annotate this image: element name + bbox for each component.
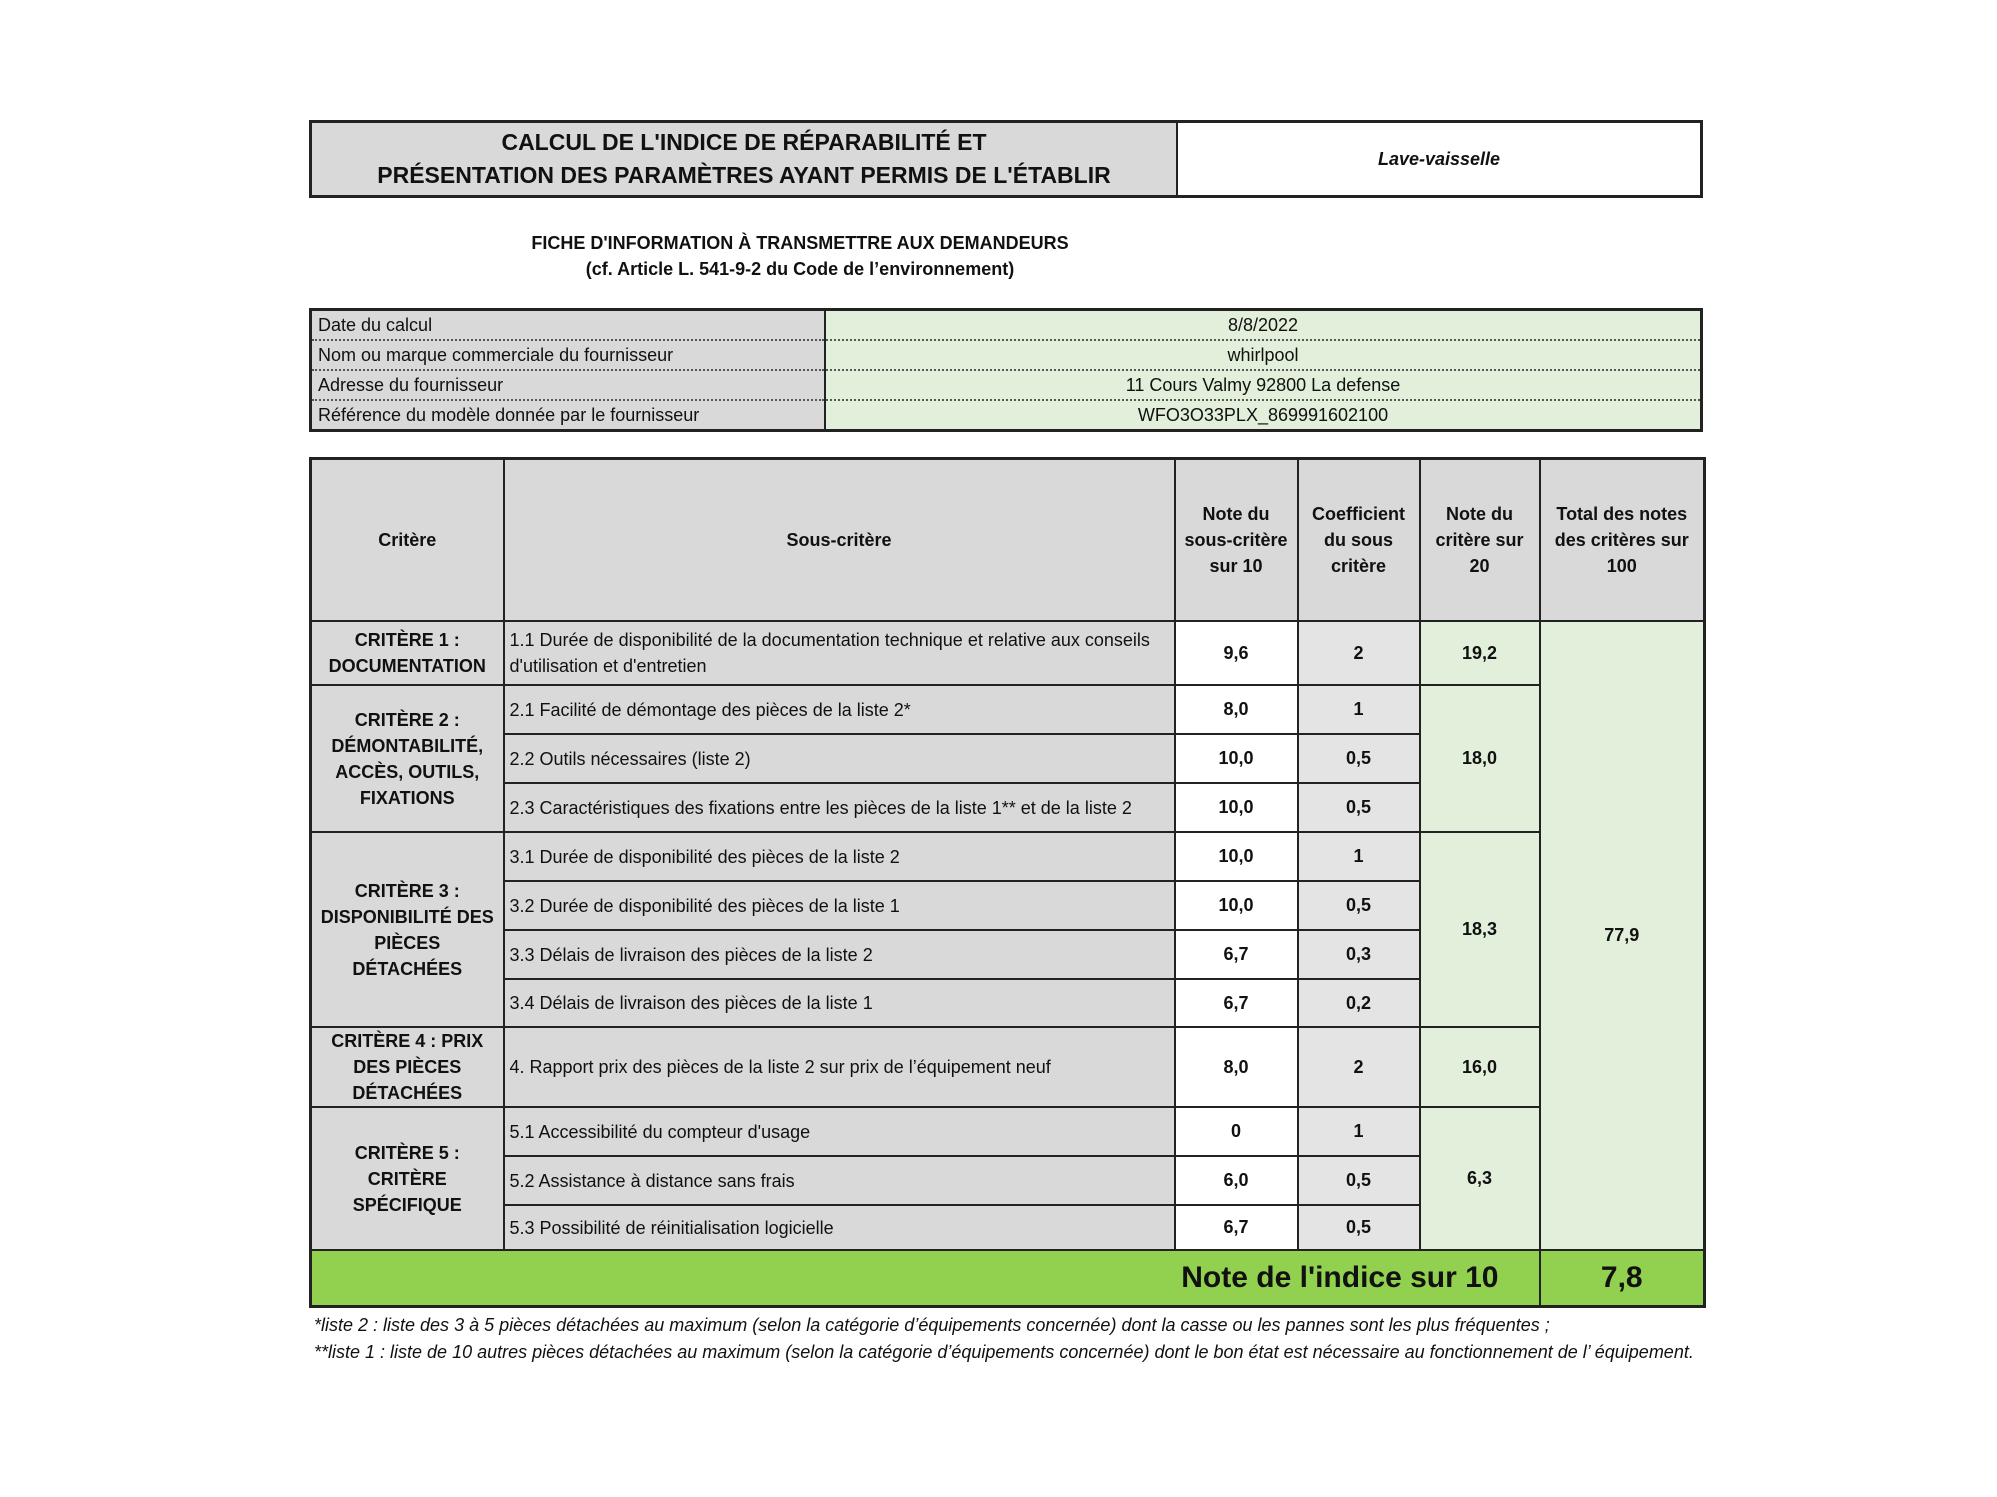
- sub-criterion-score: 8,0: [1173, 1026, 1299, 1108]
- total-score: 77,9: [1538, 620, 1706, 1251]
- info-value: 8/8/2022: [825, 309, 1702, 341]
- sub-criterion-coefficient: 0,5: [1296, 733, 1421, 784]
- sub-criterion-label: 5.2 Assistance à distance sans frais: [502, 1155, 1176, 1206]
- sub-criterion-score: 6,7: [1173, 1204, 1299, 1251]
- column-header: Note du critère sur 20: [1418, 457, 1541, 622]
- sub-criterion-score: 8,0: [1173, 684, 1299, 735]
- final-score-row: Note de l'indice sur 10 7,8: [309, 1249, 1706, 1308]
- sub-criterion-coefficient: 2: [1296, 620, 1421, 686]
- sub-criterion-coefficient: 0,5: [1296, 1204, 1421, 1251]
- info-value: 11 Cours Valmy 92800 La defense: [825, 370, 1702, 401]
- info-row: Nom ou marque commerciale du fournisseur…: [310, 340, 1702, 371]
- table-row: CRITÈRE 4 : PRIX DES PIÈCES DÉTACHÉES 4. …: [309, 1026, 1705, 1108]
- sub-criterion-coefficient: 1: [1296, 684, 1421, 735]
- info-table: Date du calcul 8/8/2022 Nom ou marque comm…: [309, 308, 1703, 432]
- sub-criterion-label: 1.1 Durée de disponibilité de la documen…: [502, 620, 1176, 686]
- sub-criterion-label: 4. Rapport prix des pièces de la liste 2…: [502, 1026, 1176, 1108]
- criterion-name: CRITÈRE 4 : PRIX DES PIÈCES DÉTACHÉES: [309, 1026, 505, 1108]
- sub-criterion-coefficient: 0,5: [1296, 1155, 1421, 1206]
- sub-criterion-score: 10,0: [1173, 831, 1299, 882]
- sub-criterion-score: 9,6: [1173, 620, 1299, 686]
- sub-criterion-coefficient: 2: [1296, 1026, 1421, 1108]
- table-row: 2.3 Caractéristiques des fixations entre…: [311, 782, 1705, 833]
- table-row: 2.2 Outils nécessaires (liste 2) 10,0 0,5: [311, 733, 1705, 784]
- table-row: 3.2 Durée de disponibilité des pièces de…: [311, 880, 1705, 931]
- sub-criterion-label: 5.3 Possibilité de réinitialisation logi…: [502, 1204, 1176, 1251]
- table-row: CRITÈRE 5 : CRITÈRE SPÉCIFIQUE 5.1 Access…: [309, 1106, 1705, 1251]
- sub-criterion-coefficient: 1: [1296, 1106, 1421, 1157]
- final-score-label: Note de l'indice sur 10: [309, 1249, 1541, 1308]
- sub-criterion-score: 0: [1173, 1106, 1299, 1157]
- table-row: 3.4 Délais de livraison des pièces de la…: [311, 978, 1705, 1028]
- footnote-liste-1: **liste 1 : liste de 10 autres pièces dé…: [314, 1341, 1694, 1362]
- table-row: 5.2 Assistance à distance sans frais 6,0 0…: [311, 1155, 1705, 1206]
- criterion-name: CRITÈRE 5 : CRITÈRE SPÉCIFIQUE: [309, 1106, 505, 1251]
- footnote-liste-2: *liste 2 : liste des 3 à 5 pièces détach…: [314, 1315, 1550, 1335]
- sub-criterion-label: 3.3 Délais de livraison des pièces de la…: [502, 929, 1176, 980]
- column-header: Sous-critère: [502, 457, 1176, 622]
- criterion-score: 16,0: [1418, 1026, 1541, 1108]
- table-row: CRITÈRE 3 : DISPONIBILITÉ DES PIÈCES DÉT…: [309, 831, 1705, 1028]
- info-row: Adresse du fournisseur 11 Cours Valmy 928…: [310, 370, 1702, 401]
- table-row: CRITÈRE 1 : DOCUMENTATION 1.1 Durée de di…: [309, 620, 1706, 1251]
- sub-criterion-label: 3.2 Durée de disponibilité des pièces de…: [502, 880, 1176, 931]
- table-row: 5.3 Possibilité de réinitialisation logi…: [311, 1204, 1705, 1251]
- sub-criterion-score: 10,0: [1173, 782, 1299, 833]
- column-header: Total des notes des critères sur 100: [1538, 457, 1706, 622]
- title-line-2: PRÉSENTATION DES PARAMÈTRES AYANT PERMIS…: [377, 162, 1111, 188]
- criterion-score: 18,0: [1418, 684, 1541, 833]
- repairability-table: Critère Sous-critère Note du sous-critère …: [309, 457, 1706, 1308]
- product-category: Lave-vaisselle: [1377, 148, 1501, 169]
- sub-criterion-coefficient: 0,3: [1296, 929, 1421, 980]
- fiche-line-2: (cf. Article L. 541-9-2 du Code de l’env…: [585, 259, 1015, 279]
- info-label: Référence du modèle donnée par le fourni…: [310, 400, 826, 431]
- table-row: 3.3 Délais de livraison des pièces de la…: [311, 929, 1705, 980]
- criterion-name: CRITÈRE 1 : DOCUMENTATION: [309, 620, 505, 686]
- footnotes: *liste 2 : liste des 3 à 5 pièces détach…: [314, 1312, 1704, 1365]
- sub-criterion-coefficient: 0,2: [1296, 978, 1421, 1028]
- info-value: WFO3O33PLX_869991602100: [825, 400, 1702, 431]
- sub-criterion-label: 2.3 Caractéristiques des fixations entre…: [502, 782, 1176, 833]
- criterion-score: 18,3: [1418, 831, 1541, 1028]
- info-value: whirlpool: [825, 340, 1702, 371]
- column-header: Critère: [309, 457, 505, 622]
- document-title: CALCUL DE L'INDICE DE RÉPARABILITÉ ET PR…: [312, 123, 1178, 195]
- fiche-line-1: FICHE D'INFORMATION À TRANSMETTRE AUX DE…: [531, 233, 1069, 253]
- info-row: Référence du modèle donnée par le fourni…: [310, 400, 1702, 431]
- criterion-score: 19,2: [1418, 620, 1541, 686]
- table-row: CRITÈRE 2 : DÉMONTABILITÉ, ACCÈS, OUTILS…: [309, 684, 1705, 833]
- header-row: Critère Sous-critère Note du sous-critère …: [309, 457, 1706, 622]
- final-score-value: 7,8: [1538, 1249, 1706, 1308]
- criterion-score: 6,3: [1418, 1106, 1541, 1251]
- title-line-1: CALCUL DE L'INDICE DE RÉPARABILITÉ ET: [501, 129, 987, 155]
- info-label: Date du calcul: [310, 309, 826, 341]
- sub-criterion-coefficient: 0,5: [1296, 782, 1421, 833]
- info-label: Adresse du fournisseur: [310, 370, 826, 401]
- sub-criterion-score: 6,7: [1173, 929, 1299, 980]
- title-box: CALCUL DE L'INDICE DE RÉPARABILITÉ ET PR…: [309, 120, 1703, 198]
- column-header: Coefficient du sous critère: [1296, 457, 1421, 622]
- sub-criterion-score: 10,0: [1173, 733, 1299, 784]
- fiche-heading: FICHE D'INFORMATION À TRANSMETTRE AUX DE…: [400, 230, 1200, 282]
- sub-criterion-label: 2.2 Outils nécessaires (liste 2): [502, 733, 1176, 784]
- sub-criterion-label: 2.1 Facilité de démontage des pièces de …: [502, 684, 1176, 735]
- column-header: Note du sous-critère sur 10: [1173, 457, 1299, 622]
- info-label: Nom ou marque commerciale du fournisseur: [310, 340, 826, 371]
- sub-criterion-coefficient: 1: [1296, 831, 1421, 882]
- sub-criterion-label: 3.1 Durée de disponibilité des pièces de…: [502, 831, 1176, 882]
- sub-criterion-label: 3.4 Délais de livraison des pièces de la…: [502, 978, 1176, 1028]
- criterion-name: CRITÈRE 2 : DÉMONTABILITÉ, ACCÈS, OUTILS…: [309, 684, 505, 833]
- sub-criterion-score: 6,0: [1173, 1155, 1299, 1206]
- sub-criterion-coefficient: 0,5: [1296, 880, 1421, 931]
- criterion-name: CRITÈRE 3 : DISPONIBILITÉ DES PIÈCES DÉT…: [309, 831, 505, 1028]
- sub-criterion-label: 5.1 Accessibilité du compteur d'usage: [502, 1106, 1176, 1157]
- info-row: Date du calcul 8/8/2022: [310, 309, 1702, 341]
- sub-criterion-score: 6,7: [1173, 978, 1299, 1028]
- sub-criterion-score: 10,0: [1173, 880, 1299, 931]
